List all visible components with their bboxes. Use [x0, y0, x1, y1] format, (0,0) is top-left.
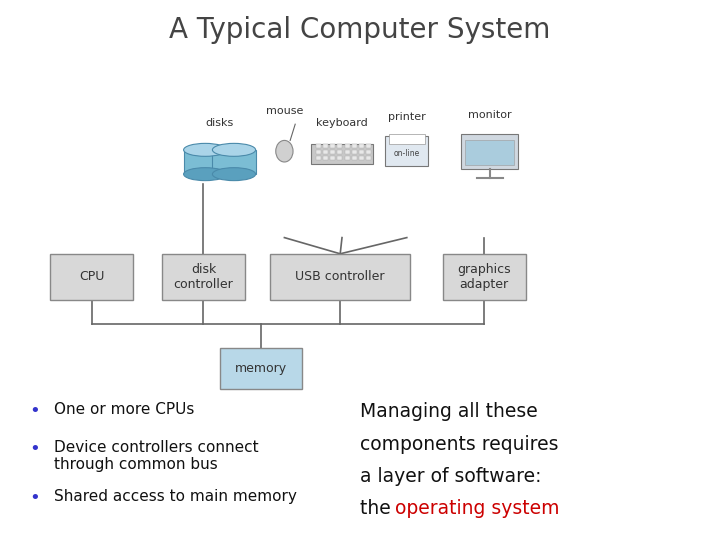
- FancyBboxPatch shape: [50, 254, 133, 300]
- FancyBboxPatch shape: [344, 150, 350, 154]
- FancyBboxPatch shape: [351, 150, 357, 154]
- FancyBboxPatch shape: [162, 254, 245, 300]
- FancyBboxPatch shape: [337, 156, 343, 160]
- FancyBboxPatch shape: [351, 156, 357, 160]
- FancyBboxPatch shape: [316, 150, 321, 154]
- Text: disk
controller: disk controller: [174, 263, 233, 291]
- Text: •: •: [29, 489, 40, 507]
- Text: One or more CPUs: One or more CPUs: [54, 402, 194, 417]
- Text: Managing all these: Managing all these: [360, 402, 538, 421]
- FancyBboxPatch shape: [323, 156, 328, 160]
- FancyBboxPatch shape: [330, 156, 336, 160]
- Text: operating system: operating system: [395, 500, 559, 518]
- Ellipse shape: [276, 140, 293, 162]
- Text: USB controller: USB controller: [295, 270, 385, 284]
- FancyBboxPatch shape: [344, 156, 350, 160]
- Ellipse shape: [212, 167, 256, 180]
- FancyBboxPatch shape: [323, 144, 328, 148]
- Text: a layer of software:: a layer of software:: [360, 467, 541, 486]
- FancyBboxPatch shape: [443, 254, 526, 300]
- Text: A Typical Computer System: A Typical Computer System: [169, 16, 551, 44]
- FancyBboxPatch shape: [359, 156, 364, 160]
- Text: •: •: [29, 402, 40, 420]
- FancyBboxPatch shape: [316, 156, 321, 160]
- FancyBboxPatch shape: [212, 150, 256, 174]
- FancyBboxPatch shape: [351, 144, 357, 148]
- FancyBboxPatch shape: [311, 144, 373, 164]
- Text: •: •: [29, 440, 40, 458]
- FancyBboxPatch shape: [337, 150, 343, 154]
- Text: disks: disks: [205, 118, 234, 128]
- FancyBboxPatch shape: [330, 144, 336, 148]
- Ellipse shape: [184, 143, 227, 157]
- FancyBboxPatch shape: [337, 144, 343, 148]
- FancyBboxPatch shape: [465, 139, 514, 165]
- FancyBboxPatch shape: [323, 150, 328, 154]
- FancyBboxPatch shape: [330, 150, 336, 154]
- Text: monitor: monitor: [468, 110, 511, 120]
- Text: components requires: components requires: [360, 435, 559, 454]
- FancyBboxPatch shape: [270, 254, 410, 300]
- FancyBboxPatch shape: [359, 144, 364, 148]
- FancyBboxPatch shape: [366, 150, 372, 154]
- Text: memory: memory: [235, 362, 287, 375]
- FancyBboxPatch shape: [220, 348, 302, 389]
- Text: on-line: on-line: [394, 150, 420, 158]
- Text: mouse: mouse: [266, 106, 303, 116]
- Ellipse shape: [212, 143, 256, 157]
- Text: keyboard: keyboard: [316, 118, 368, 128]
- Text: Device controllers connect
through common bus: Device controllers connect through commo…: [54, 440, 258, 472]
- FancyBboxPatch shape: [385, 136, 428, 166]
- FancyBboxPatch shape: [366, 156, 372, 160]
- FancyBboxPatch shape: [366, 144, 372, 148]
- FancyBboxPatch shape: [389, 134, 425, 145]
- Text: CPU: CPU: [79, 270, 104, 284]
- FancyBboxPatch shape: [184, 150, 227, 174]
- FancyBboxPatch shape: [359, 150, 364, 154]
- Text: the: the: [360, 500, 397, 518]
- Ellipse shape: [184, 167, 227, 180]
- FancyBboxPatch shape: [344, 144, 350, 148]
- FancyBboxPatch shape: [316, 144, 321, 148]
- Text: Shared access to main memory: Shared access to main memory: [54, 489, 297, 504]
- Text: graphics
adapter: graphics adapter: [457, 263, 511, 291]
- FancyBboxPatch shape: [461, 134, 518, 168]
- Text: printer: printer: [388, 112, 426, 123]
